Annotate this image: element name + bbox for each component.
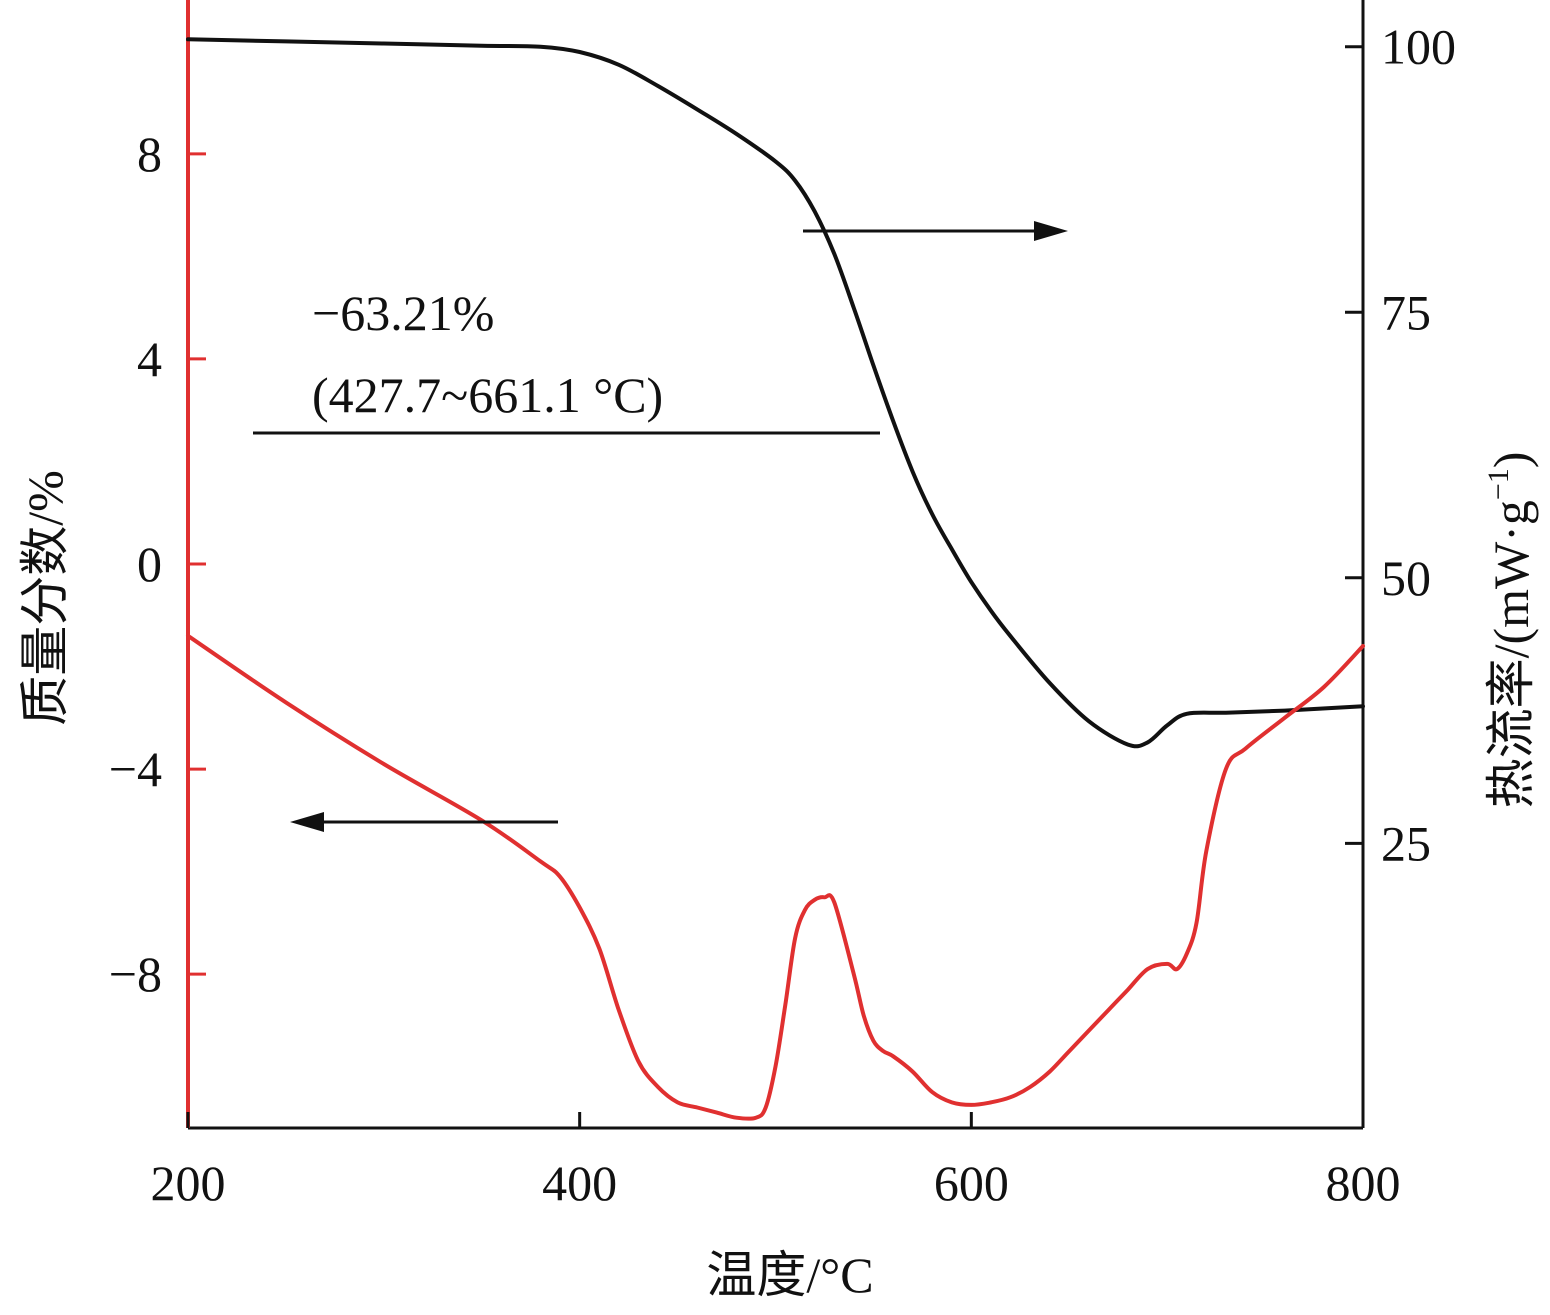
right-tick-label-0: 100 xyxy=(1381,19,1456,75)
x-tick-label-600: 600 xyxy=(934,1155,1009,1211)
left-tick-label-3: −4 xyxy=(109,741,162,797)
x-tick-label-400: 400 xyxy=(542,1155,617,1211)
right-tick-label-2: 50 xyxy=(1381,550,1431,606)
x-tick-label-800: 800 xyxy=(1326,1155,1401,1211)
left-axis-title: 质量分数/% xyxy=(17,470,73,726)
annotation-group: −63.21% (427.7~661.1 °C) xyxy=(253,221,1068,832)
annotation-percent: −63.21% xyxy=(312,285,494,341)
left-tick-label-0: 8 xyxy=(137,126,162,182)
right-axis-title-close: ) xyxy=(1483,452,1539,469)
left-tick-label-2: 0 xyxy=(137,536,162,592)
ticks: 200 400 600 800 8 4 0 −4 −8 100 75 50 25 xyxy=(109,19,1456,1211)
axes-frame xyxy=(186,0,1365,1130)
series-line-heatflow xyxy=(186,633,1365,1121)
x-axis-title: 温度/°C xyxy=(706,1247,873,1303)
right-axis-title-sup: −1 xyxy=(1482,468,1515,500)
left-tick-label-1: 4 xyxy=(137,331,162,387)
left-tick-label-4: −8 xyxy=(109,946,162,1002)
right-axis-title: 热流率/(mW·g−1) xyxy=(1482,452,1539,809)
right-axis-title-main: 热流率/(mW·g xyxy=(1483,500,1539,808)
x-tick-label-200: 200 xyxy=(151,1155,226,1211)
annotation-range: (427.7~661.1 °C) xyxy=(312,367,663,423)
right-arrow-icon xyxy=(1034,221,1068,241)
right-tick-label-1: 75 xyxy=(1381,284,1431,340)
series xyxy=(186,37,1365,1121)
right-tick-label-3: 25 xyxy=(1381,815,1431,871)
left-arrow-icon xyxy=(290,812,324,832)
series-line-mass xyxy=(186,37,1365,749)
